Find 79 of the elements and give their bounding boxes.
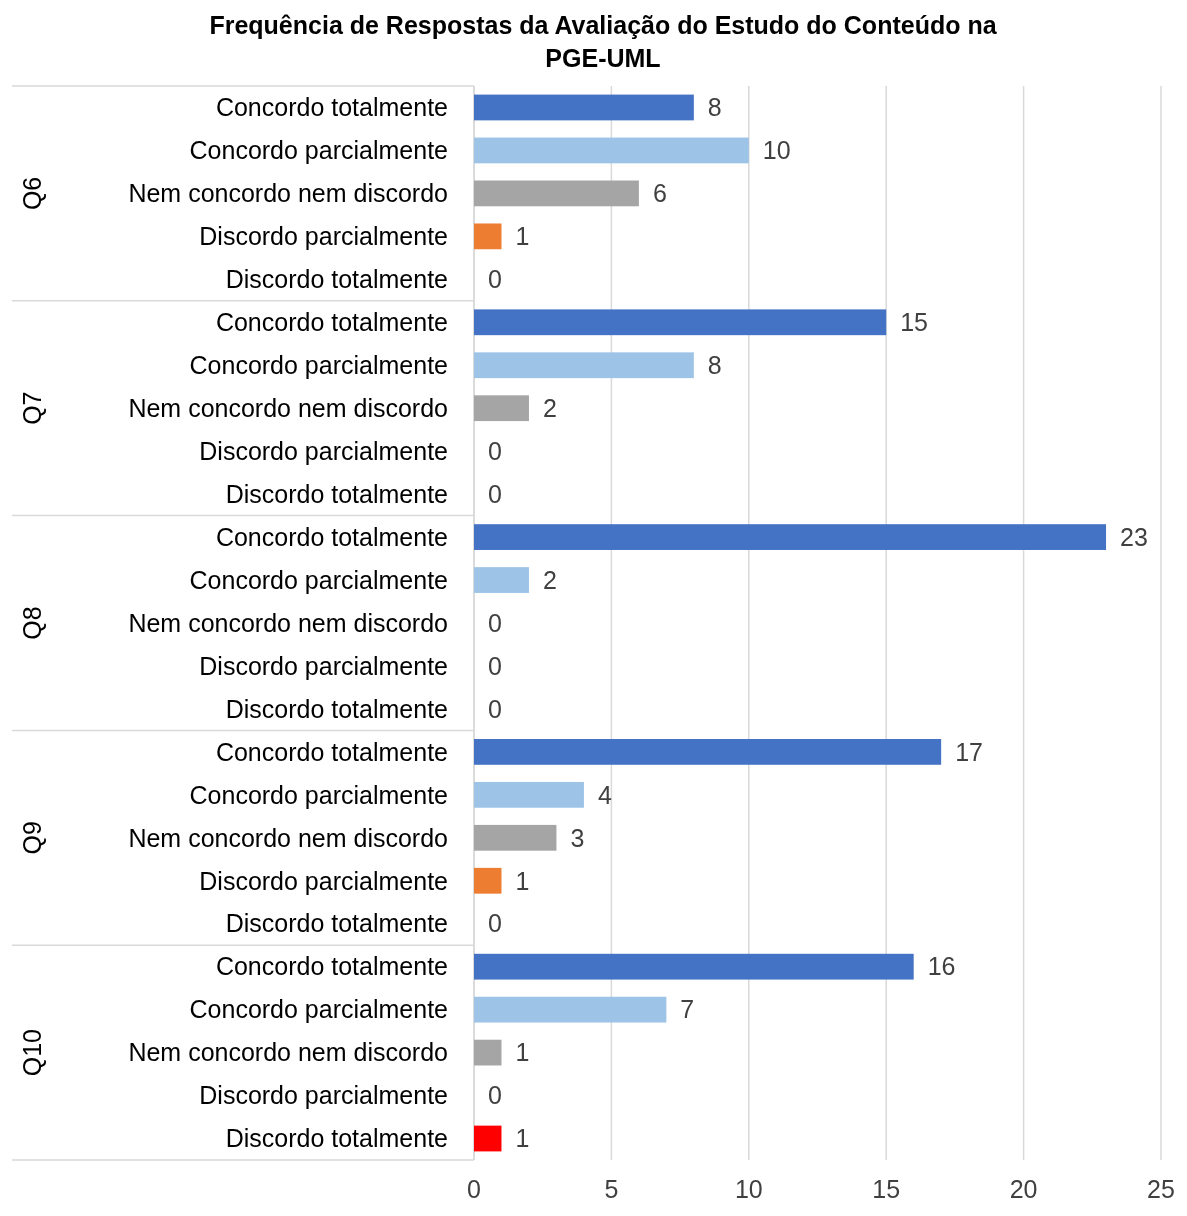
data-label: 2 xyxy=(542,393,557,422)
data-label: 16 xyxy=(927,952,956,981)
y-tick-label: Concordo parcialmente xyxy=(189,350,448,379)
bar xyxy=(474,781,584,808)
data-label: 1 xyxy=(515,1124,530,1153)
data-label: 3 xyxy=(570,823,585,852)
data-label: 10 xyxy=(762,136,791,165)
y-tick-label: Discordo totalmente xyxy=(225,479,448,508)
y-tick-label: Discordo totalmente xyxy=(225,694,448,723)
y-tick-label: Nem concordo nem discordo xyxy=(128,1038,448,1067)
data-label: 4 xyxy=(597,780,612,809)
x-tick-label: 0 xyxy=(467,1175,481,1203)
data-label: 23 xyxy=(1120,522,1148,551)
y-tick-label: Discordo parcialmente xyxy=(199,222,448,251)
data-label: 1 xyxy=(515,866,530,895)
y-tick-label: Nem concordo nem discordo xyxy=(128,393,448,422)
x-tick-label: 25 xyxy=(1147,1175,1175,1203)
bar xyxy=(474,524,1107,550)
y-tick-label: Concordo totalmente xyxy=(215,952,448,981)
data-label: 6 xyxy=(652,179,667,208)
bar xyxy=(474,137,749,164)
y-tick-label: Discordo totalmente xyxy=(225,1124,448,1153)
data-label: 7 xyxy=(680,995,695,1024)
data-label: 15 xyxy=(900,308,929,337)
x-tick-label: 10 xyxy=(734,1175,763,1203)
text: Q6 xyxy=(17,176,46,211)
data-label: 17 xyxy=(955,737,983,766)
bar xyxy=(474,309,887,336)
text: Q9 xyxy=(17,821,46,855)
data-label: 1 xyxy=(515,222,530,251)
data-label: 0 xyxy=(488,1081,502,1110)
text: Q8 xyxy=(17,606,46,640)
data-label: 0 xyxy=(488,436,502,465)
bar xyxy=(474,1039,502,1066)
data-label: 0 xyxy=(488,265,502,294)
bar xyxy=(474,824,557,851)
y-tick-label: Concordo parcialmente xyxy=(189,565,448,594)
data-label: 0 xyxy=(488,909,502,938)
bar xyxy=(474,1125,502,1152)
bar xyxy=(474,867,502,894)
y-tick-label: Concordo parcialmente xyxy=(189,780,448,809)
y-tick-label: Discordo totalmente xyxy=(225,909,448,938)
y-tick-label: Discordo totalmente xyxy=(225,265,448,294)
y-tick-label: Discordo parcialmente xyxy=(199,436,448,465)
y-tick-label: Discordo parcialmente xyxy=(199,866,448,895)
x-tick-label: 5 xyxy=(604,1175,619,1203)
bar xyxy=(474,567,529,593)
bar xyxy=(474,738,942,765)
y-tick-label: Concordo totalmente xyxy=(215,737,448,766)
data-label: 1 xyxy=(515,1038,530,1067)
y-tick-label: Discordo parcialmente xyxy=(199,651,448,680)
x-tick-label: 15 xyxy=(872,1175,901,1203)
bar xyxy=(474,180,639,207)
y-tick-label: Concordo totalmente xyxy=(215,93,448,122)
text: Q7 xyxy=(17,391,46,425)
data-label: 0 xyxy=(488,608,502,637)
bar xyxy=(474,352,694,379)
y-tick-label: Nem concordo nem discordo xyxy=(128,608,448,637)
data-label: 2 xyxy=(542,565,557,594)
data-label: 0 xyxy=(488,651,502,680)
y-tick-label: Nem concordo nem discordo xyxy=(128,823,448,852)
bar xyxy=(474,953,914,980)
data-label: 8 xyxy=(707,93,722,122)
bar xyxy=(474,996,667,1023)
bar xyxy=(474,94,694,121)
y-tick-label: Nem concordo nem discordo xyxy=(128,179,448,208)
data-label: 0 xyxy=(488,479,502,508)
data-label: 0 xyxy=(488,694,502,723)
bar xyxy=(474,395,529,422)
y-tick-label: Concordo parcialmente xyxy=(189,995,448,1024)
y-tick-label: Concordo parcialmente xyxy=(189,136,448,165)
text: Q10 xyxy=(17,1028,46,1077)
data-label: 8 xyxy=(707,350,722,379)
chart-title: Frequência de Respostas da Avaliação do Estudo do Conteúdo na PGE-UML xyxy=(209,11,998,72)
y-tick-label: Concordo totalmente xyxy=(215,522,448,551)
x-tick-label: 20 xyxy=(1009,1175,1038,1203)
y-tick-label: Concordo totalmente xyxy=(215,308,448,337)
y-tick-label: Discordo parcialmente xyxy=(199,1081,448,1110)
bar xyxy=(474,223,502,250)
